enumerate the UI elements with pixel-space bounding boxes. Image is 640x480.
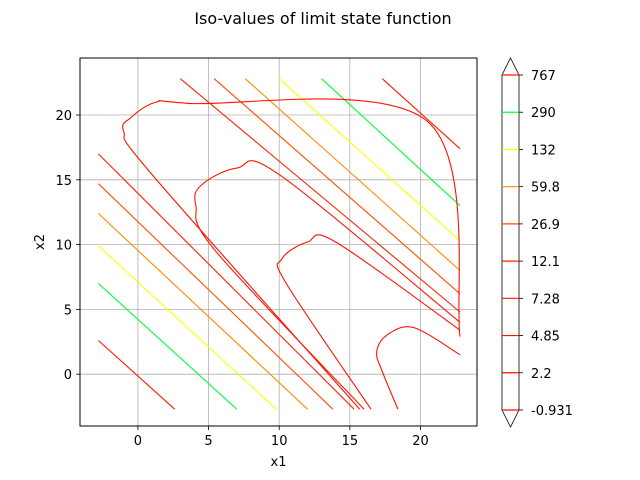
x-tick-label: 0 bbox=[134, 434, 142, 449]
contour-line-12.1 bbox=[179, 78, 461, 313]
x-tick-label: 20 bbox=[412, 434, 429, 449]
colorbar-tick-label: 26.9 bbox=[531, 218, 560, 233]
contour-line-132 bbox=[98, 245, 277, 410]
contour-line-59.8 bbox=[98, 213, 308, 410]
colorbar-tick-label: 12.1 bbox=[531, 255, 560, 270]
chart-title: Iso-values of limit state function bbox=[194, 9, 451, 28]
colorbar-tick-label: 767 bbox=[531, 69, 556, 84]
contour-line-26.9 bbox=[98, 183, 334, 410]
contour-line-132 bbox=[278, 78, 461, 242]
x-tick-label: 10 bbox=[271, 434, 288, 449]
colorbar-tick-label: -0.931 bbox=[531, 404, 573, 419]
colorbar-extend-bottom bbox=[501, 409, 520, 428]
contour-line-26.9 bbox=[213, 78, 461, 295]
contour-line-12.1 bbox=[98, 153, 355, 410]
contour-line-7.28 bbox=[194, 160, 461, 410]
y-tick-label: 0 bbox=[64, 368, 72, 383]
x-axis-label: x1 bbox=[271, 455, 287, 470]
x-tick-label: 5 bbox=[204, 434, 212, 449]
colorbar-tick-label: 132 bbox=[531, 143, 556, 158]
contour-line--0.931 bbox=[376, 326, 461, 410]
x-tick-label: 15 bbox=[342, 434, 359, 449]
contour-line-59.8 bbox=[244, 78, 461, 271]
colorbar: 767 290 132 59.8 26.9 12.1 7.28 4.85 2.2 -0.931 bbox=[501, 57, 573, 428]
colorbar-tick-label: 7.28 bbox=[531, 292, 560, 307]
colorbar-extend-top bbox=[501, 57, 520, 76]
contour-line-767 bbox=[381, 78, 461, 150]
colorbar-body bbox=[501, 74, 520, 411]
colorbar-tick-label: 2.2 bbox=[531, 367, 552, 382]
contour-line-290 bbox=[98, 283, 238, 410]
colorbar-tick-label: 4.85 bbox=[531, 330, 560, 345]
contour-line-2.2 bbox=[122, 98, 461, 410]
contour-line-4.85 bbox=[276, 234, 461, 410]
y-tick-label: 15 bbox=[55, 174, 72, 189]
plot-frame bbox=[79, 57, 478, 427]
grid bbox=[80, 58, 477, 426]
axis-ticks: 0 5 10 15 20 0 5 10 15 20 bbox=[55, 109, 428, 449]
y-tick-label: 10 bbox=[55, 239, 72, 254]
colorbar-tick-label: 59.8 bbox=[531, 181, 560, 196]
contour-line-290 bbox=[321, 78, 461, 207]
y-tick-label: 20 bbox=[55, 109, 72, 124]
y-tick-label: 5 bbox=[64, 303, 72, 318]
contour-line-767 bbox=[98, 340, 176, 410]
y-axis-label: x2 bbox=[33, 234, 48, 250]
contour-lines bbox=[98, 78, 461, 410]
colorbar-tick-label: 290 bbox=[531, 106, 556, 121]
